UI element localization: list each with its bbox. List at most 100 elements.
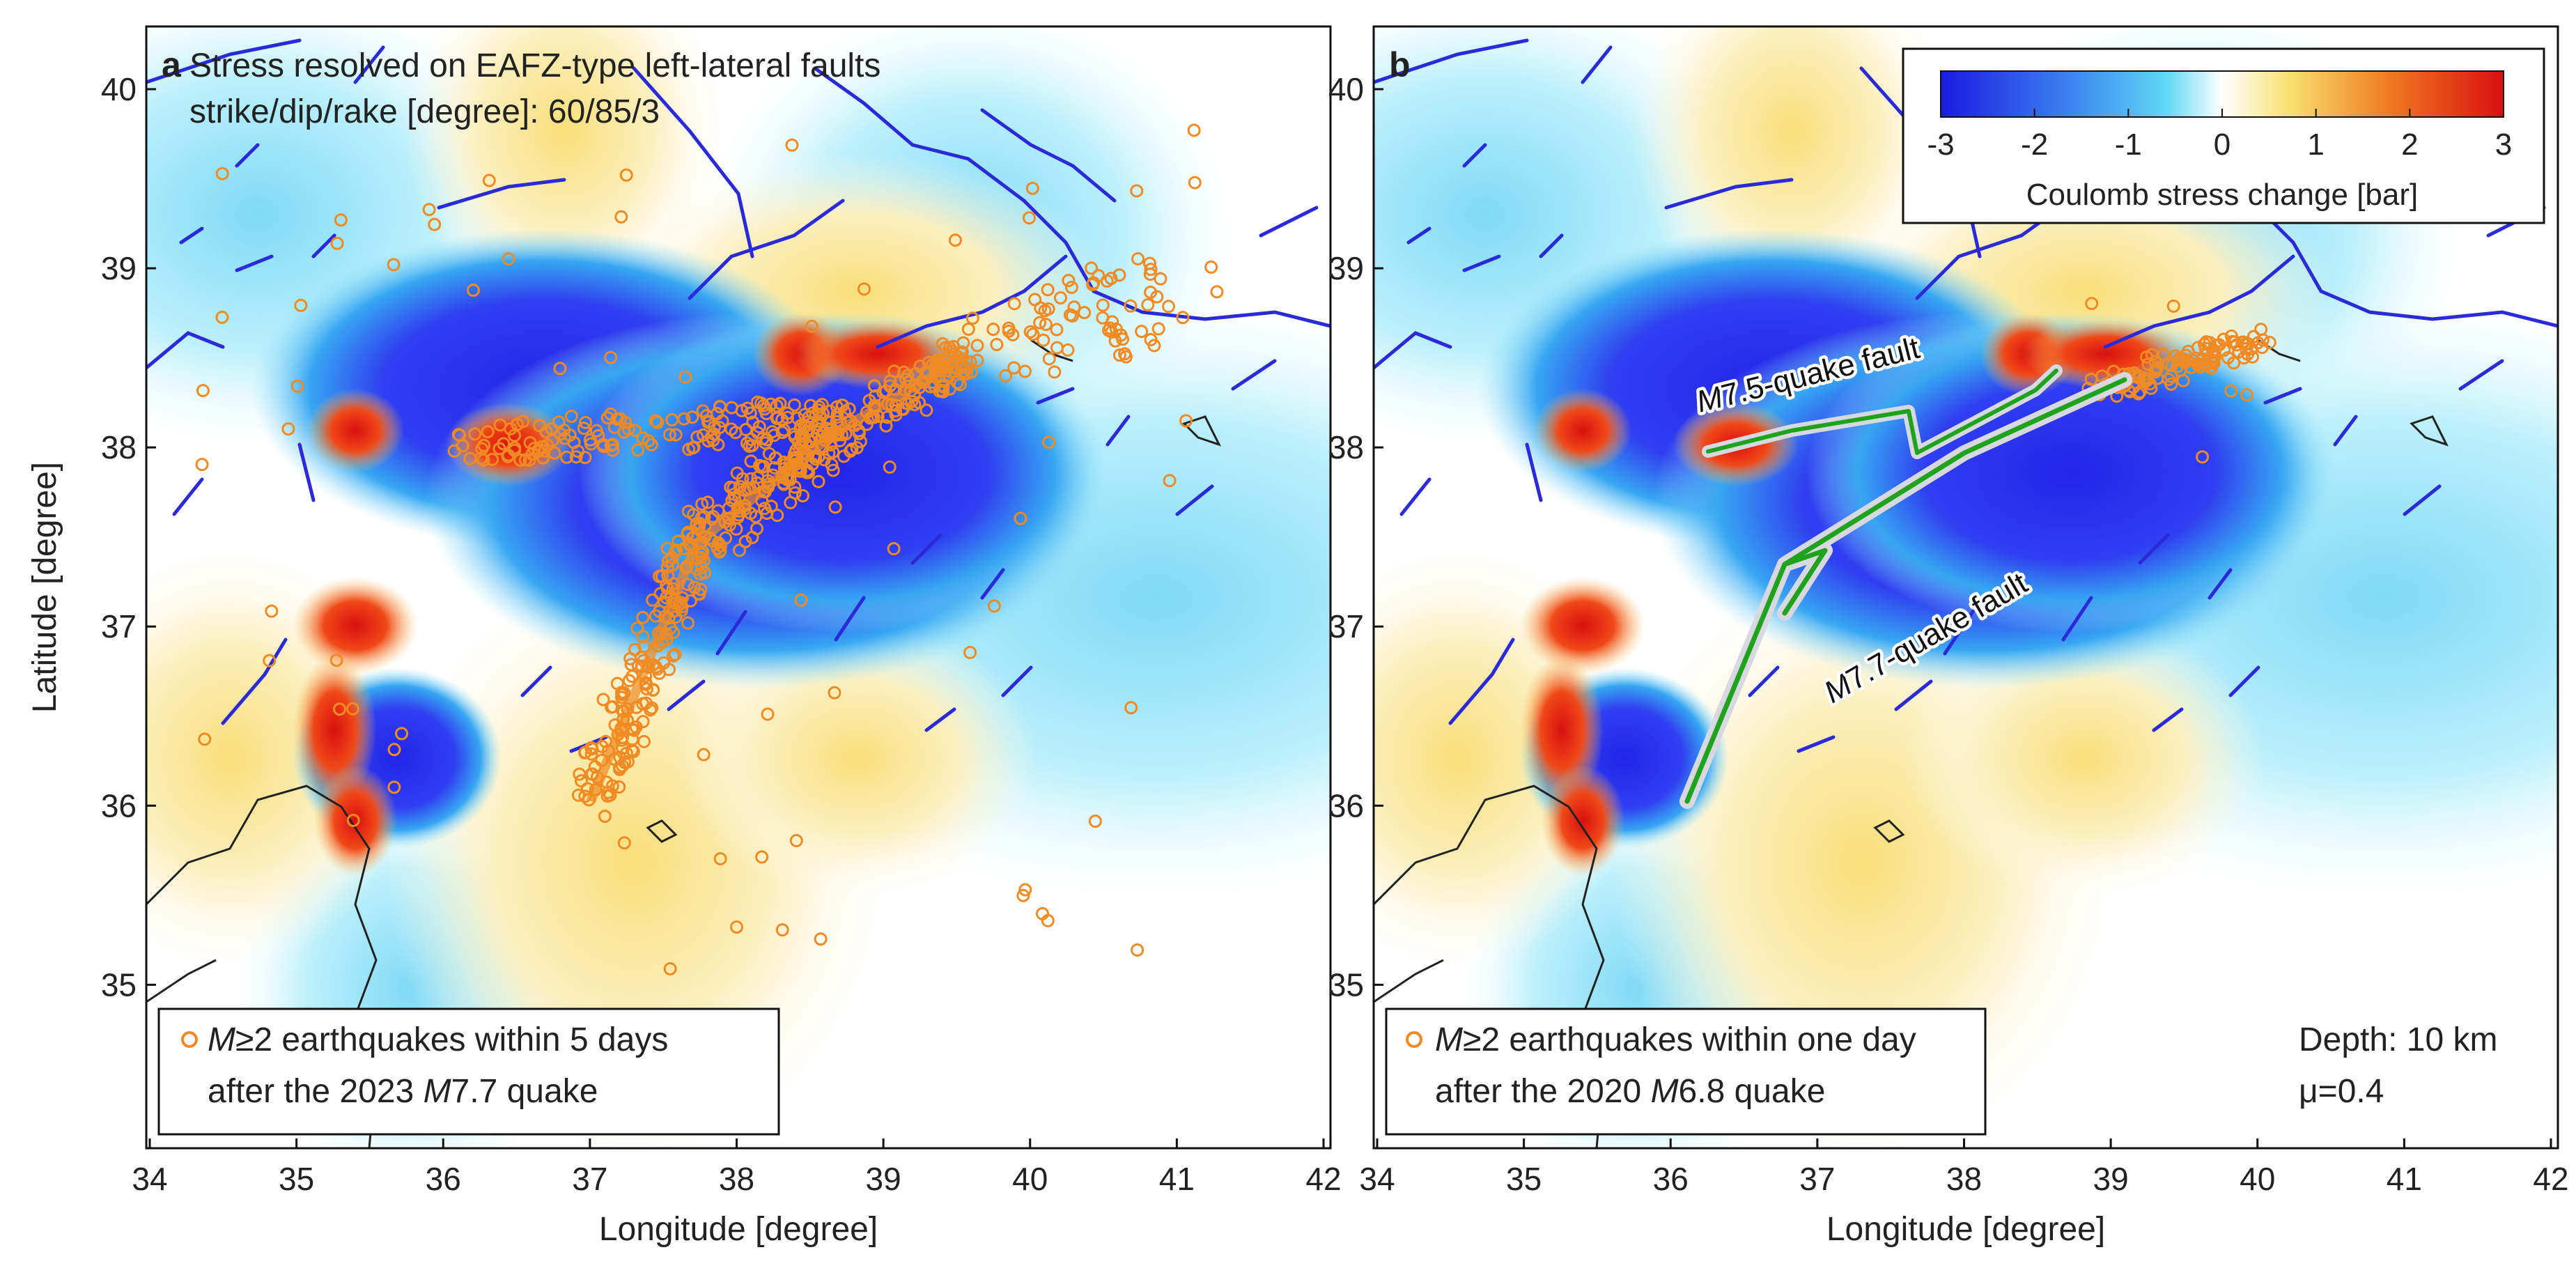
earthquake-marker (704, 430, 718, 444)
earthquake-marker (481, 425, 495, 439)
panel-a: a Stress resolved on EAFZ-type left-late… (26, 25, 1342, 1248)
earthquake-marker (2176, 373, 2190, 387)
earthquake-marker (1016, 888, 1030, 902)
earthquake-marker (598, 810, 612, 824)
y-tick-label: 35 (1328, 966, 1364, 1003)
earthquake-marker (1131, 943, 1145, 957)
earthquake-marker (853, 435, 867, 449)
earthquake-marker (817, 453, 831, 467)
earthquake-marker (730, 920, 744, 934)
earthquake-marker (661, 555, 675, 569)
earthquake-marker (740, 436, 754, 450)
earthquake-marker (999, 369, 1013, 383)
earthquake-marker (936, 378, 949, 392)
earthquake-marker (346, 702, 359, 716)
earthquake-marker (880, 410, 894, 424)
earthquake-marker (759, 407, 773, 421)
earthquake-marker (1112, 348, 1126, 362)
earthquake-marker (631, 443, 645, 457)
earthquake-marker (675, 600, 689, 614)
earthquake-marker (743, 406, 757, 420)
earthquake-marker (290, 379, 304, 393)
earthquake-marker (540, 438, 554, 452)
earthquake-marker (475, 442, 489, 456)
earthquake-marker (2162, 373, 2175, 387)
earthquake-marker (604, 350, 618, 364)
earthquake-marker (688, 580, 701, 594)
earthquake-marker (653, 569, 667, 583)
earthquake-marker (649, 414, 662, 428)
depth-label: Depth: 10 km (2299, 1021, 2497, 1058)
y-axis-ticks-b: 35 36 37 38 39 40 (1328, 71, 1383, 1003)
earthquake-marker (805, 319, 818, 333)
earthquake-marker (1119, 350, 1133, 364)
y-tick-label: 38 (1328, 429, 1364, 465)
earthquake-marker (697, 748, 711, 762)
earthquake-marker (584, 747, 598, 761)
earthquake-marker (1050, 341, 1064, 355)
y-tick-label: 37 (101, 608, 137, 644)
earthquake-marker (1036, 906, 1050, 920)
y-tick-label: 39 (101, 250, 137, 286)
earthquake-marker (1096, 311, 1110, 325)
earthquake-marker (961, 322, 975, 336)
earthquake-marker (2251, 336, 2265, 350)
earthquake-marker (1124, 701, 1138, 715)
earthquake-marker (1050, 323, 1064, 337)
earthquake-marker (2237, 351, 2251, 365)
earthquake-marker (802, 433, 816, 447)
earthquake-marker (701, 495, 715, 509)
x-tick-label: 39 (866, 1161, 901, 1197)
earthquake-marker (713, 400, 727, 414)
earthquake-marker (2127, 366, 2141, 380)
earthquake-marker (395, 727, 409, 741)
earthquake-marker (612, 780, 626, 794)
earthquake-marker (811, 414, 825, 428)
earthquake-marker (678, 370, 692, 384)
earthquake-marker (794, 593, 808, 607)
earthquake-marker (828, 500, 842, 514)
earthquake-marker (1135, 325, 1149, 339)
earthquake-marker (739, 423, 753, 437)
earthquake-marker (668, 647, 682, 661)
earthquake-marker (1062, 274, 1076, 288)
earthquake-marker (845, 442, 859, 456)
earthquake-marker (198, 732, 212, 746)
earthquake-marker (646, 593, 660, 607)
earthquake-marker (1176, 311, 1190, 325)
earthquake-marker (2224, 384, 2238, 398)
earthquake-marker (2148, 365, 2162, 379)
earthquake-marker (685, 410, 699, 424)
earthquake-marker (625, 743, 639, 757)
x-tick-label: 34 (132, 1161, 167, 1197)
earthquake-marker (1064, 280, 1078, 294)
earthquake-marker (615, 690, 629, 704)
earthquake-marker (1210, 285, 1224, 299)
earthquake-marker (600, 411, 614, 425)
panel-b: b M7.5-quake fault M7.7-quake fault -3 -2… (1328, 25, 2569, 1248)
x-tick-label: 37 (1799, 1161, 1835, 1197)
earthquake-marker (428, 217, 442, 231)
earthquake-marker (681, 504, 695, 518)
earthquake-marker (1085, 261, 1099, 275)
earthquake-marker (2198, 357, 2212, 371)
earthquake-marker (682, 442, 696, 456)
earthquake-marker (605, 438, 619, 451)
earthquake-marker (2181, 354, 2195, 368)
y-axis-title: Latitude [degree] (26, 462, 63, 713)
earthquake-marker (1116, 332, 1130, 346)
earthquake-marker (2164, 369, 2178, 383)
earthquake-marker (1124, 299, 1138, 313)
earthquake-marker (738, 534, 752, 548)
earthquake-marker (1025, 181, 1039, 195)
earthquake-marker (522, 453, 536, 467)
colorbar-tick-label: 0 (2214, 128, 2230, 162)
legend-a: M≥2 earthquakes within 5 days after the … (157, 1007, 780, 1136)
earthquake-marker (508, 428, 522, 442)
earthquake-marker (625, 722, 639, 736)
colorbar-ticks: -3 -2 -1 0 1 2 3 (1927, 109, 2512, 162)
earthquake-marker (899, 396, 913, 410)
x-tick-label: 42 (2533, 1161, 2568, 1197)
earthquake-marker (812, 474, 825, 488)
